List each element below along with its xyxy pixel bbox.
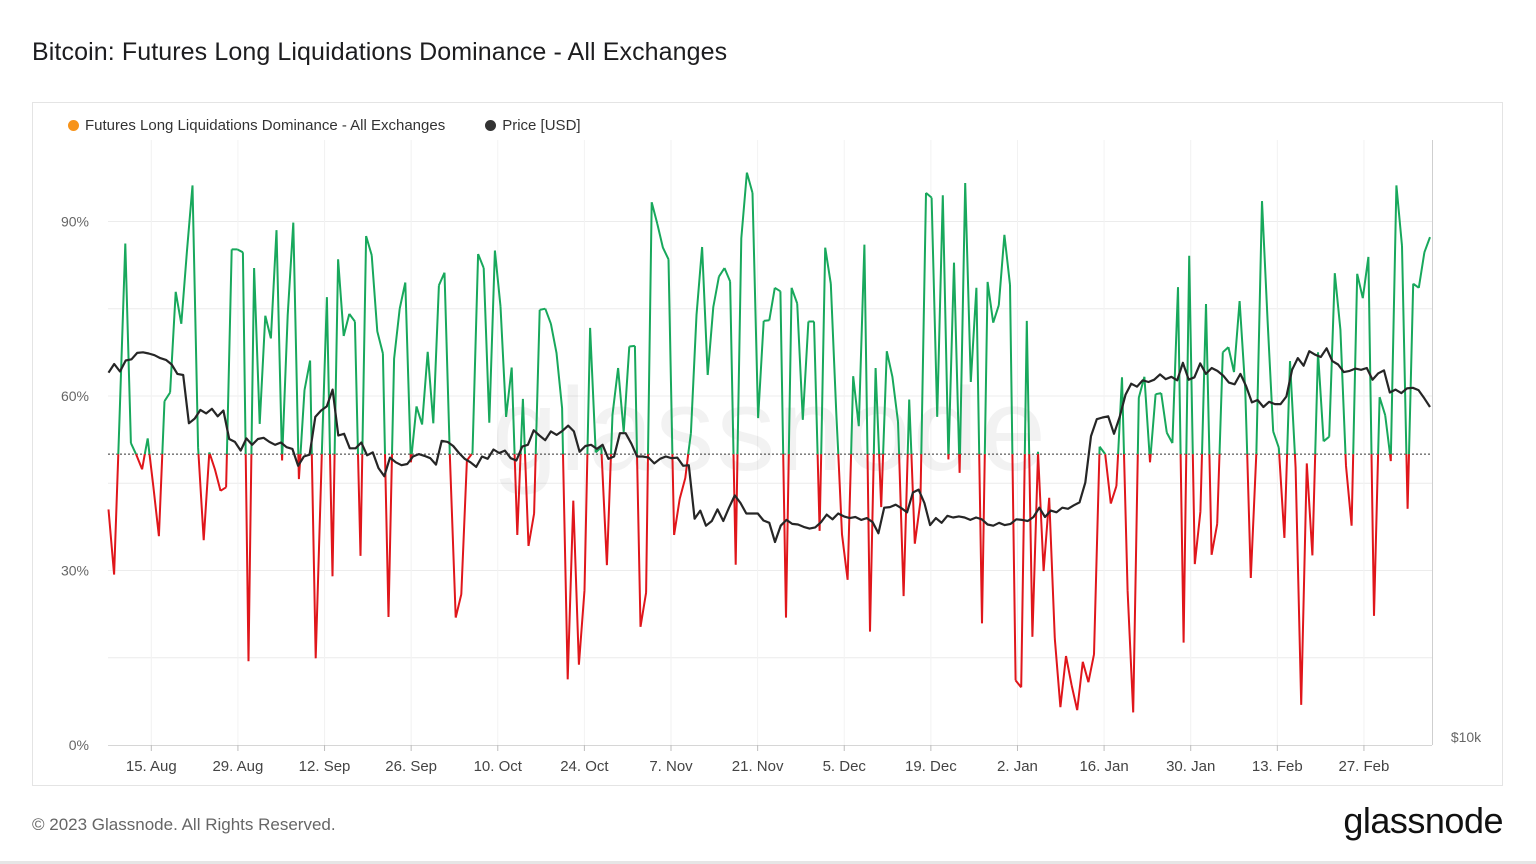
x-tick-label: 27. Feb [1339,758,1390,775]
grid-layer [108,140,1432,745]
dominance-above-line [117,172,1431,455]
right-axis-label: $10k [1451,729,1482,745]
x-tick-label: 16. Jan [1079,758,1128,775]
x-tick-label: 10. Oct [474,758,523,775]
x-tick-label: 5. Dec [823,758,867,775]
y-tick-label: 0% [69,737,89,753]
x-tick-label: 30. Jan [1166,758,1215,775]
x-tick-label: 29. Aug [212,758,263,775]
bottom-divider [0,861,1536,864]
x-tick-label: 26. Sep [385,758,437,775]
brand-logo[interactable]: glassnode [1343,800,1503,841]
x-tick-label: 19. Dec [905,758,957,775]
x-tick-label: 24. Oct [560,758,609,775]
legend-label: Price [USD] [502,117,581,134]
watermark: glassnode [492,364,1048,496]
x-tick-label: 12. Sep [299,758,351,775]
chart-title: Bitcoin: Futures Long Liquidations Domin… [32,38,728,66]
axis-layer: 0% 30% 60% 90% $10k 15. Aug 29. Aug 12. Sep 26. … [61,140,1482,775]
x-tick-label: 21. Nov [732,758,784,775]
x-tick-label: 7. Nov [649,758,693,775]
legend-dot-icon [485,120,497,131]
x-tick-label: 13. Feb [1252,758,1303,775]
price-line [107,347,1431,544]
y-tick-label: 30% [61,562,89,578]
legend-item-dominance[interactable]: Futures Long Liquidations Dominance - Al… [68,117,445,134]
y-tick-label: 60% [61,388,89,404]
series-layer [107,172,1431,713]
y-tick-label: 90% [61,213,89,229]
x-tick-label: 2. Jan [997,758,1038,775]
legend-item-price[interactable]: Price [USD] [485,117,581,134]
dominance-below-line [107,453,1410,713]
legend-dot-icon [68,120,79,131]
legend: Futures Long Liquidations Dominance - Al… [68,117,621,134]
copyright-text: © 2023 Glassnode. All Rights Reserved. [32,815,336,834]
legend-label: Futures Long Liquidations Dominance - Al… [85,117,446,134]
chart-frame [32,102,1503,786]
x-tick-label: 15. Aug [126,758,177,775]
